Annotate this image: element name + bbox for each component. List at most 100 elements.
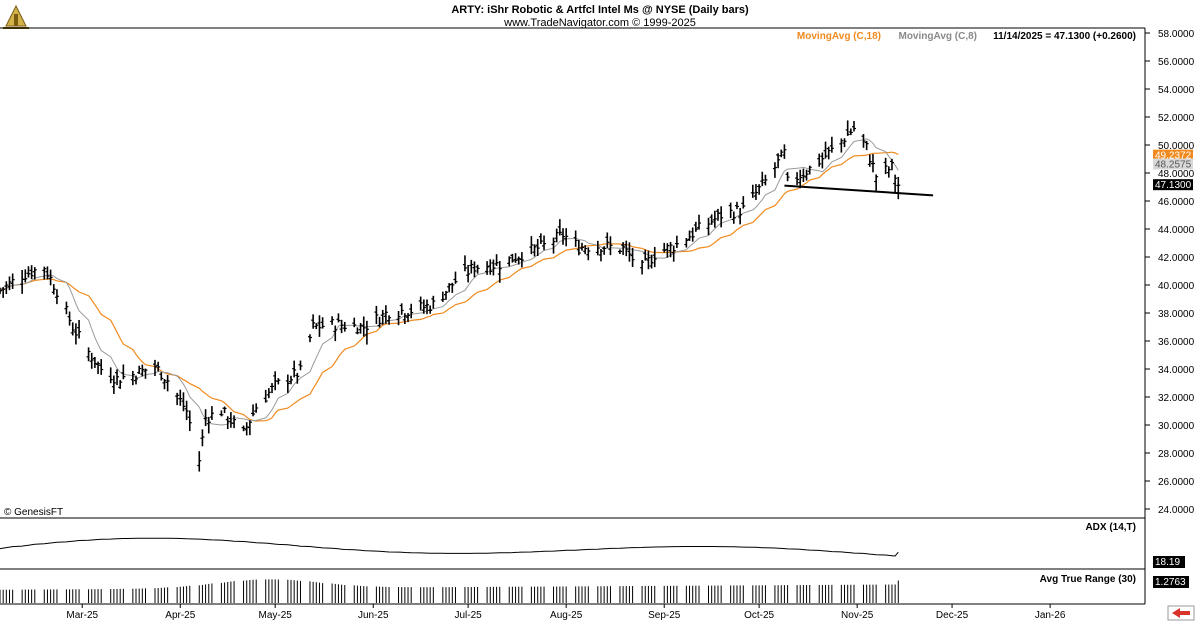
ohlc-bar xyxy=(870,154,875,173)
price-axis: 24.0000 26.0000 28.0000 30.0000 32.0000 34.00… xyxy=(1145,29,1195,516)
atr-label: Avg True Range (30) xyxy=(1040,574,1136,585)
y-tick-label: 36.0000 xyxy=(1158,337,1195,348)
ohlc-bar xyxy=(583,245,588,255)
ohlc-bar xyxy=(466,264,471,283)
ohlc-bar xyxy=(627,242,632,262)
ohlc-bar xyxy=(399,303,404,315)
ohlc-bar xyxy=(586,247,591,261)
ohlc-bar xyxy=(342,321,347,332)
ohlc-bar xyxy=(848,128,853,136)
ohlc-bar xyxy=(852,120,857,132)
ohlc-bar xyxy=(51,284,56,295)
ohlc-bar xyxy=(364,320,369,345)
ohlc-bar xyxy=(475,264,480,274)
x-tick-label: Oct-25 xyxy=(744,610,774,621)
ohlc-bar xyxy=(469,259,474,274)
ohlc-bar xyxy=(320,317,325,329)
ohlc-bar xyxy=(266,388,271,399)
ohlc-bar xyxy=(497,260,502,283)
chart-title: ARTY: iShr Robotic & Artfcl Intel Ms @ N… xyxy=(451,4,749,16)
ma8-line xyxy=(0,138,899,426)
y-tick-label: 34.0000 xyxy=(1158,365,1195,376)
panel-frames xyxy=(0,27,1146,605)
ohlc-bar xyxy=(29,265,34,280)
legend-ma8: MovingAvg (C,8) xyxy=(898,31,977,42)
ohlc-bar xyxy=(889,158,894,171)
ohlc-bar xyxy=(406,313,411,323)
ohlc-bar xyxy=(247,420,252,436)
date-axis: Mar-25 Apr-25 May-25 Jun-25 Jul-25 Aug-25 Sep-… xyxy=(66,604,1066,621)
ohlc-bar xyxy=(753,184,758,200)
adx-label: ADX (14,T) xyxy=(1085,522,1136,533)
ohlc-bar xyxy=(886,166,891,178)
ohlc-bar xyxy=(817,153,822,167)
ohlc-bar xyxy=(579,242,584,251)
ohlc-bar xyxy=(561,228,566,245)
y-tick-label: 38.0000 xyxy=(1158,309,1195,320)
x-tick-label: Mar-25 xyxy=(66,610,98,621)
ohlc-bar xyxy=(339,319,344,334)
ohlc-bar xyxy=(409,303,414,319)
ohlc-bar xyxy=(108,367,113,384)
ohlc-bar xyxy=(573,230,578,247)
ohlc-bar xyxy=(387,315,392,325)
ohlc-bar xyxy=(380,309,385,325)
ohlc-bar xyxy=(782,144,787,159)
ohlc-bar xyxy=(374,305,379,324)
ohlc-bar xyxy=(140,364,145,377)
ohlc-bar xyxy=(178,389,183,406)
ohlc-bar xyxy=(864,140,869,151)
ohlc-bar xyxy=(785,172,790,182)
ohlc-bar xyxy=(165,375,170,392)
ohlc-bar xyxy=(507,256,512,267)
x-tick-label: May-25 xyxy=(258,610,292,621)
ohlc-bar xyxy=(462,255,467,272)
ohlc-bar xyxy=(671,245,676,262)
ma8-price-tag: 48.2575 xyxy=(1153,158,1193,170)
ohlc-bar xyxy=(209,406,214,420)
y-tick-label: 32.0000 xyxy=(1158,393,1195,404)
legend-ma18: MovingAvg (C,18) xyxy=(797,31,881,42)
y-tick-label: 56.0000 xyxy=(1158,57,1195,68)
x-tick-label: Dec-25 xyxy=(936,610,969,621)
ohlc-bar xyxy=(798,169,803,189)
ohlc-bar xyxy=(162,379,167,390)
ohlc-bar xyxy=(314,323,319,330)
ohlc-bar xyxy=(684,238,689,248)
ohlc-bar xyxy=(640,259,645,275)
ohlc-bar xyxy=(355,327,360,335)
y-tick-label: 52.0000 xyxy=(1158,113,1195,124)
genesis-logo-icon xyxy=(3,4,29,29)
ohlc-bar xyxy=(516,256,521,265)
ohlc-bar xyxy=(143,368,148,379)
legend-last-bar: 11/14/2025 = 47.1300 (+0.2600) xyxy=(993,31,1136,42)
adx-line xyxy=(0,537,899,557)
y-tick-label: 42.0000 xyxy=(1158,253,1195,264)
ohlc-bar xyxy=(203,409,208,427)
ohlc-bar xyxy=(845,120,850,136)
ohlc-bar xyxy=(96,361,101,375)
ohlc-bar xyxy=(45,266,50,280)
ohlc-bar xyxy=(874,174,879,191)
ohlc-bar xyxy=(184,400,189,421)
adx-path xyxy=(0,537,899,557)
ohlc-bar xyxy=(564,228,569,247)
ohlc-bar xyxy=(779,149,784,158)
ohlc-bar xyxy=(621,242,626,255)
x-tick-label: Nov-25 xyxy=(841,610,874,621)
ohlc-bar xyxy=(152,359,157,377)
ohlc-bar xyxy=(115,369,120,386)
ohlc-bar xyxy=(719,206,724,228)
ohlc-bar xyxy=(225,416,230,429)
ohlc-bar xyxy=(276,378,281,385)
atr-histogram xyxy=(0,579,899,603)
ohlc-bar xyxy=(532,244,537,257)
scroll-left-arrow-icon[interactable] xyxy=(1167,605,1195,621)
ohlc-bar xyxy=(595,240,600,256)
ohlc-bar xyxy=(295,372,300,384)
ohlc-bar xyxy=(159,372,164,381)
x-tick-label: Sep-25 xyxy=(648,610,681,621)
ohlc-bar xyxy=(734,201,739,210)
ohlc-bar xyxy=(519,252,524,268)
ohlc-bar xyxy=(709,214,714,225)
